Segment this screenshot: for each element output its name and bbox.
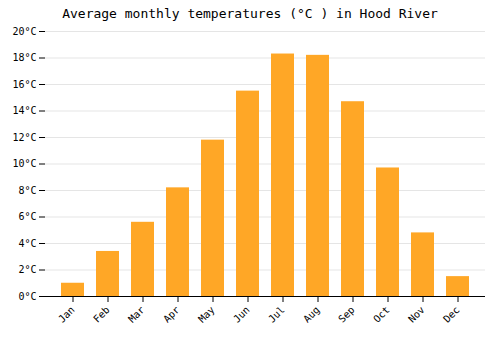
svg-text:Jul: Jul — [266, 304, 287, 325]
svg-text:Aug: Aug — [301, 304, 322, 325]
svg-text:12°C: 12°C — [12, 132, 36, 143]
svg-text:Dec: Dec — [441, 304, 462, 325]
svg-text:Mar: Mar — [126, 304, 147, 325]
svg-text:Jan: Jan — [56, 304, 77, 325]
svg-text:May: May — [196, 304, 217, 325]
svg-text:20°C: 20°C — [12, 26, 36, 37]
svg-text:18°C: 18°C — [12, 52, 36, 63]
svg-text:16°C: 16°C — [12, 79, 36, 90]
svg-text:Feb: Feb — [91, 304, 112, 325]
svg-text:0°C: 0°C — [18, 291, 36, 302]
svg-text:Sep: Sep — [336, 304, 357, 325]
svg-text:6°C: 6°C — [18, 211, 36, 222]
svg-text:Oct: Oct — [371, 304, 392, 325]
svg-text:2°C: 2°C — [18, 264, 36, 275]
svg-text:Nov: Nov — [406, 304, 427, 325]
svg-text:14°C: 14°C — [12, 105, 36, 116]
svg-text:4°C: 4°C — [18, 238, 36, 249]
svg-text:Jun: Jun — [231, 304, 252, 325]
svg-text:Apr: Apr — [161, 304, 182, 325]
svg-text:10°C: 10°C — [12, 158, 36, 169]
svg-text:8°C: 8°C — [18, 185, 36, 196]
html-text:Average monthly temperatures (: Average monthly temperatures (°C ) in Ho… — [62, 6, 438, 21]
